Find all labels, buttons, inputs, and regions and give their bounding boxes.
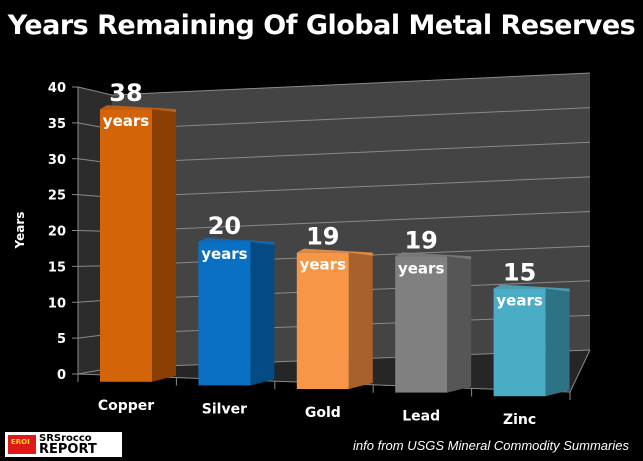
bar-top: [198, 237, 275, 245]
data-label-unit: years: [103, 112, 149, 130]
bar-front: [296, 252, 349, 389]
bar-top: [395, 252, 472, 260]
x-tick-label: Silver: [202, 402, 247, 418]
srsrocco-logo: EROI SRSrocco REPORT: [5, 432, 122, 457]
logo-line1: SRSrocco: [39, 433, 92, 444]
bar-front: [198, 241, 251, 386]
gridline: [77, 72, 591, 96]
bar-side: [447, 256, 472, 393]
x-tick-label: Copper: [98, 398, 154, 414]
usa-map-icon: [8, 435, 36, 454]
data-label-value: 19: [404, 226, 437, 254]
logo-line2: REPORT: [39, 442, 97, 457]
data-label-unit: years: [300, 256, 346, 274]
y-tick-label: 40: [48, 81, 66, 96]
y-tick-label: 5: [57, 332, 66, 347]
x-tick-label: Gold: [305, 405, 341, 421]
y-tick-label: 20: [48, 225, 66, 240]
source-note: info from USGS Mineral Commodity Summari…: [353, 438, 629, 453]
bar-top: [100, 105, 176, 113]
x-tick-label: Lead: [402, 409, 440, 425]
data-label-unit: years: [496, 292, 542, 310]
bar-copper: 38 years: [100, 79, 176, 382]
bar-top: [296, 248, 373, 256]
bar-gold: 19 years: [296, 223, 373, 389]
y-tick-label: 30: [48, 153, 66, 168]
bars: 38 years 20 years 19 years 19 years 15 years: [100, 79, 570, 397]
bar-side: [545, 288, 570, 397]
y-tick-label: 0: [57, 368, 66, 383]
bar-side: [152, 109, 176, 382]
bar-top: [493, 284, 570, 292]
x-tick-label: Zinc: [503, 412, 536, 428]
y-axis-label: Years: [13, 212, 27, 250]
data-label-value: 19: [306, 223, 339, 251]
data-label-unit: years: [398, 259, 444, 277]
y-tick-label: 35: [48, 117, 66, 132]
x-axis-labels: Copper Silver Gold Lead Zinc: [98, 398, 536, 428]
data-label-value: 15: [503, 259, 536, 287]
bar-front: [395, 256, 448, 393]
data-label-unit: years: [201, 245, 247, 263]
y-tick-label: 25: [48, 189, 66, 204]
y-tick-label: 15: [48, 260, 66, 275]
bar-side: [250, 241, 275, 386]
y-tick-label: 10: [48, 296, 66, 311]
logo-badge: EROI: [11, 438, 30, 446]
bar-lead: 19 years: [395, 226, 472, 393]
data-label-value: 38: [109, 79, 142, 107]
floor-edge: [569, 349, 591, 393]
bar-side: [348, 252, 373, 389]
data-label-value: 20: [208, 212, 241, 240]
bar-zinc: 15 years: [493, 259, 570, 397]
bar-silver: 20 years: [198, 212, 275, 386]
y-axis-ticks: 0 5 10 15 20 25 30 35 40: [48, 81, 66, 383]
bar-front: [493, 288, 546, 397]
bar-front: [100, 109, 152, 382]
chart-title: Years Remaining Of Global Metal Reserves: [7, 10, 636, 41]
